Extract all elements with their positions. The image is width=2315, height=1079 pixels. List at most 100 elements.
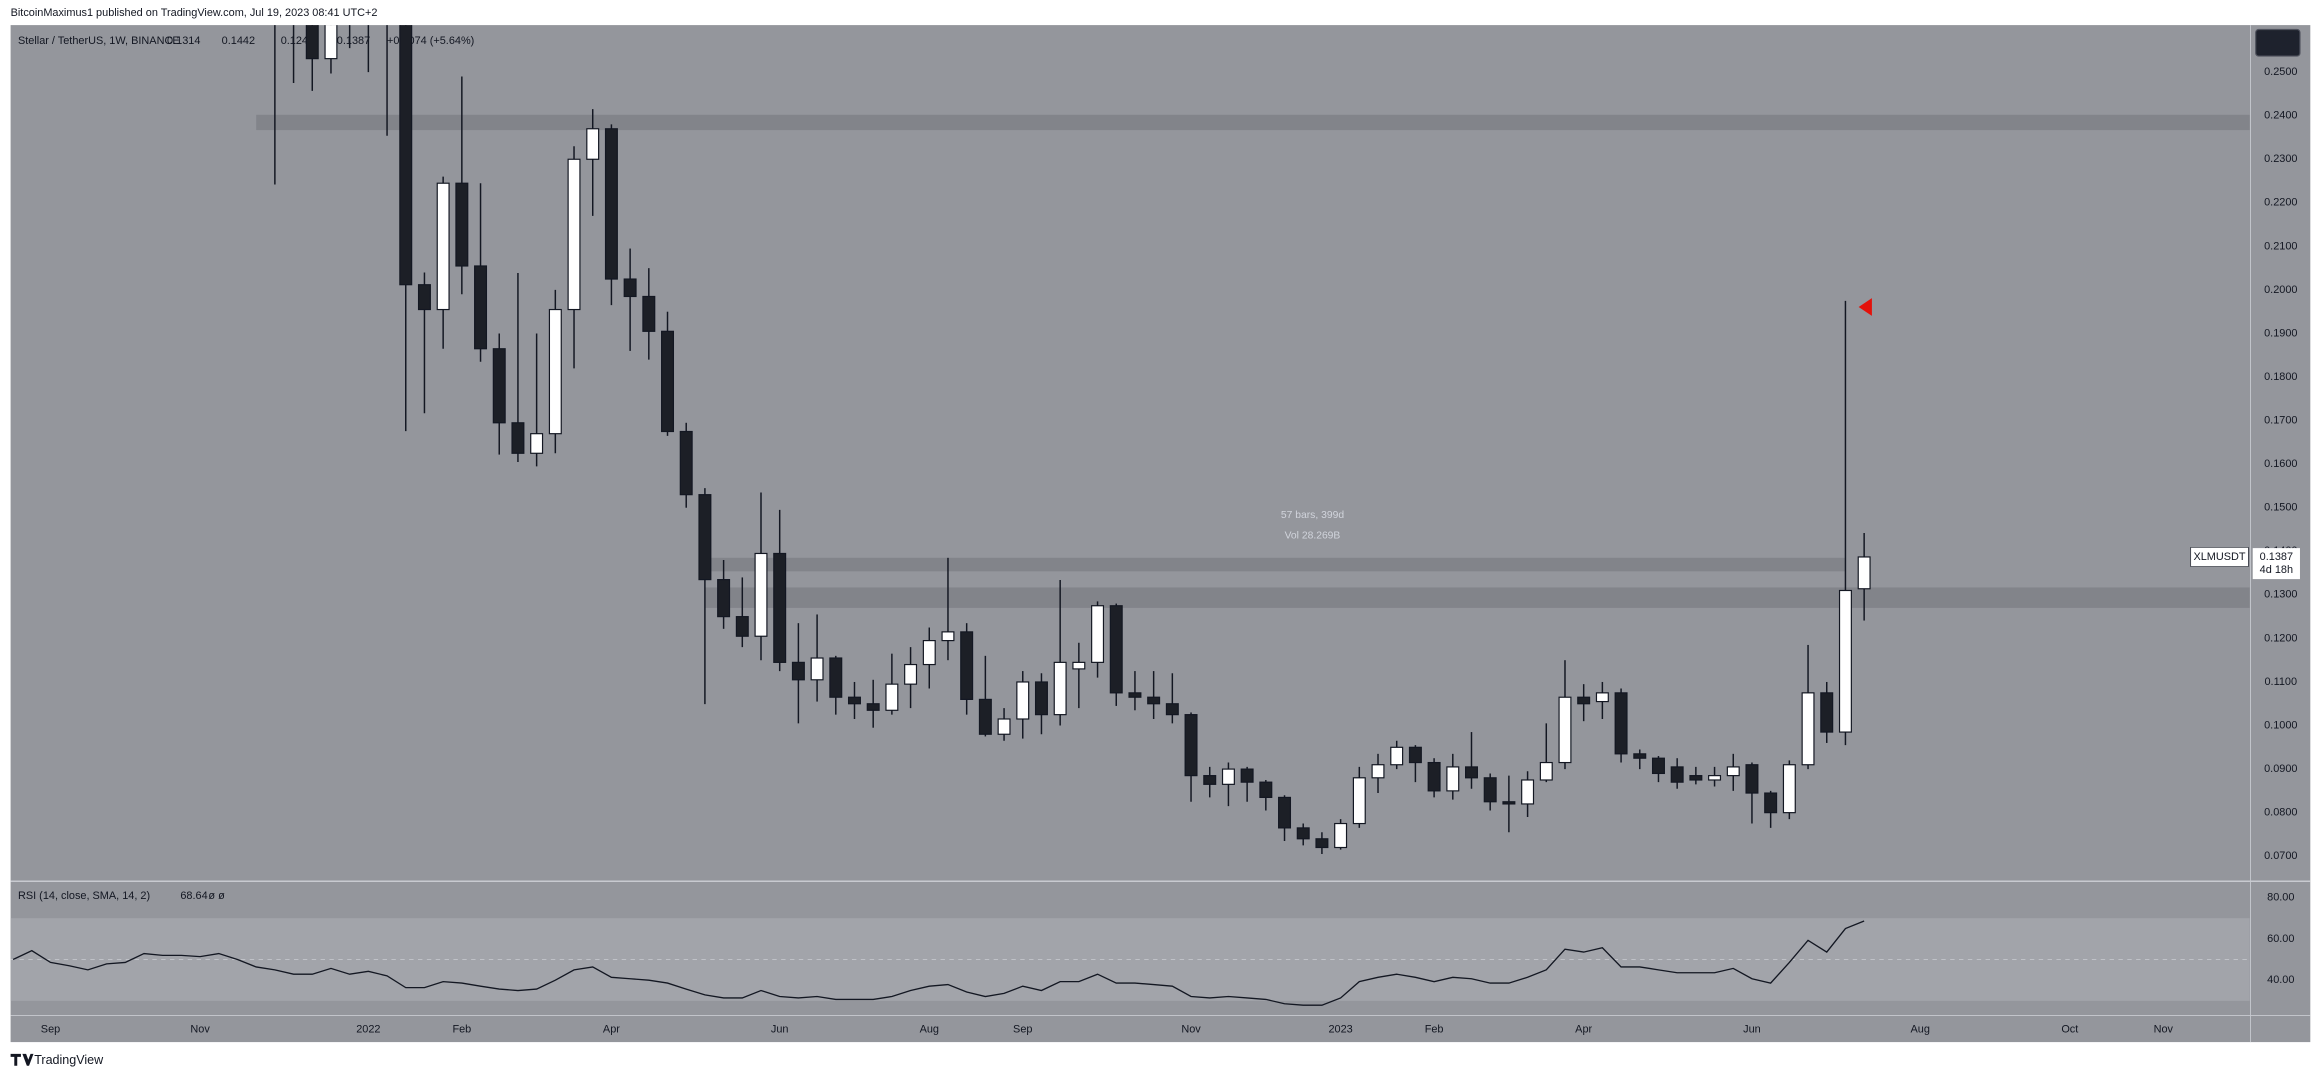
candle-body-down bbox=[1240, 768, 1254, 783]
y-tick-label: 0.1800 bbox=[2264, 371, 2297, 383]
candle-body-down bbox=[847, 696, 861, 705]
legend-open: 0.1314 bbox=[167, 35, 200, 47]
x-tick-label: Sep bbox=[41, 1023, 60, 1035]
candle-body-up bbox=[1801, 692, 1815, 766]
y-tick-label: 0.1200 bbox=[2264, 632, 2297, 644]
candle-body-up bbox=[922, 639, 936, 666]
candle-body-down bbox=[1689, 775, 1703, 781]
candle-body-down bbox=[455, 182, 469, 267]
legend-low: 0.1241 bbox=[281, 35, 314, 47]
candle-body-up bbox=[1857, 556, 1871, 590]
candle-body-up bbox=[1708, 775, 1722, 781]
candles bbox=[274, 25, 1871, 855]
y-tick-label: 60.00 bbox=[2267, 933, 2294, 945]
y-tick-label: 0.0800 bbox=[2264, 807, 2297, 819]
candle-body-up bbox=[1446, 766, 1460, 792]
candle-body-down bbox=[717, 579, 731, 618]
x-tick-label: Oct bbox=[2061, 1023, 2078, 1035]
candle-body-down bbox=[1165, 703, 1179, 716]
candle-body-up bbox=[810, 657, 824, 681]
candle-body-up bbox=[548, 308, 562, 435]
y-tick-label: 0.1000 bbox=[2264, 719, 2297, 731]
arrow-marker bbox=[1858, 298, 1872, 316]
candle-body-down bbox=[492, 348, 506, 424]
candle-body-down bbox=[604, 128, 618, 280]
candle-body-up bbox=[1221, 768, 1235, 785]
x-tick-label: Apr bbox=[1575, 1023, 1592, 1035]
candle-body-down bbox=[1278, 796, 1292, 829]
axes: 0.0700 0.0800 0.0900 0.1000 0.1100 0.1200 0.13… bbox=[41, 66, 2300, 1035]
countdown: 4d 18h bbox=[2260, 564, 2293, 576]
x-tick-label: Aug bbox=[920, 1023, 939, 1035]
y-tick-label: 80.00 bbox=[2267, 891, 2294, 903]
candle-body-down bbox=[1128, 692, 1142, 698]
price-label: 0.1387 bbox=[2260, 551, 2293, 563]
legend-close: 0.1387 bbox=[337, 35, 370, 47]
candle-body-down bbox=[1670, 766, 1684, 783]
candle-body-down bbox=[1296, 827, 1310, 840]
y-tick-label: 0.1500 bbox=[2264, 502, 2297, 514]
candle-body-down bbox=[1820, 692, 1834, 733]
candle-body-down bbox=[399, 25, 413, 286]
candle-body-down bbox=[511, 422, 525, 454]
candle-body-down bbox=[1745, 764, 1759, 794]
candle-body-down bbox=[417, 284, 431, 311]
candle-body-down bbox=[1502, 801, 1516, 805]
candle-body-down bbox=[623, 278, 637, 298]
x-tick-label: 2022 bbox=[356, 1023, 380, 1035]
candle-body-up bbox=[1091, 605, 1105, 663]
symbol-title: Stellar / TetherUS, 1W, BINANCE bbox=[18, 35, 180, 47]
candle-body-down bbox=[1427, 761, 1441, 792]
candle-body-down bbox=[642, 295, 656, 332]
candle-body-down bbox=[1315, 838, 1329, 849]
rsi-title: RSI (14, close, SMA, 14, 2) bbox=[18, 890, 150, 902]
candle-body-down bbox=[829, 657, 843, 698]
logo bbox=[10, 1053, 34, 1066]
candle-body-down bbox=[1109, 605, 1123, 694]
candle-body-down bbox=[978, 698, 992, 735]
candle-body-down bbox=[1408, 746, 1422, 764]
x-tick-label: 2023 bbox=[1328, 1023, 1352, 1035]
candle-body-down bbox=[1483, 777, 1497, 803]
measure-bars: 57 bars, 399d bbox=[1281, 510, 1344, 521]
y-tick-label: 0.1700 bbox=[2264, 415, 2297, 427]
toolbar-button[interactable] bbox=[2255, 28, 2301, 57]
candle-body-down bbox=[1203, 775, 1217, 785]
rsi-value: 68.64 bbox=[180, 890, 207, 902]
candle-body-down bbox=[679, 430, 693, 496]
x-tick-label: Feb bbox=[1425, 1023, 1444, 1035]
x-tick-label: Apr bbox=[603, 1023, 620, 1035]
chart-frame bbox=[10, 25, 2311, 1043]
candle-body-down bbox=[1465, 766, 1478, 779]
y-tick-label: 0.1100 bbox=[2265, 676, 2298, 688]
y-tick-label: 0.2100 bbox=[2264, 240, 2297, 252]
measure-volume: Vol 28.269B bbox=[1285, 531, 1341, 542]
symbol-label: XLMUSDT bbox=[2193, 551, 2245, 563]
candle-body-up bbox=[1838, 589, 1852, 733]
y-tick-label: 40.00 bbox=[2267, 974, 2294, 986]
candle-body-up bbox=[1053, 661, 1067, 716]
rsi-extra: ø ø bbox=[208, 890, 225, 902]
candle-body-up bbox=[1371, 764, 1385, 779]
candle-body-up bbox=[1352, 777, 1366, 825]
candle-body-down bbox=[1147, 696, 1161, 705]
candle-body-down bbox=[866, 703, 880, 711]
publisher: BitcoinMaximus1 published on TradingView… bbox=[11, 7, 378, 19]
legend: Stellar / TetherUS, 1W, BINANCE 0.1314 0… bbox=[18, 35, 474, 47]
candle-body-up bbox=[567, 158, 581, 311]
candle-body-down bbox=[960, 631, 974, 700]
y-tick-label: 0.1600 bbox=[2264, 458, 2297, 470]
candle-body-down bbox=[1651, 757, 1665, 775]
y-tick-label: 0.1300 bbox=[2264, 589, 2297, 601]
zone bbox=[704, 557, 1846, 572]
x-tick-label: Aug bbox=[1911, 1023, 1930, 1035]
candle-body-down bbox=[791, 661, 805, 681]
candle-body-down bbox=[735, 616, 749, 637]
y-tick-label: 0.2200 bbox=[2264, 197, 2297, 209]
y-tick-label: 0.0900 bbox=[2264, 763, 2297, 775]
candle-body-down bbox=[698, 494, 712, 581]
candle-body-down bbox=[1034, 681, 1048, 716]
y-tick-label: 0.1900 bbox=[2264, 327, 2297, 339]
y-tick-label: 0.2300 bbox=[2264, 153, 2297, 165]
